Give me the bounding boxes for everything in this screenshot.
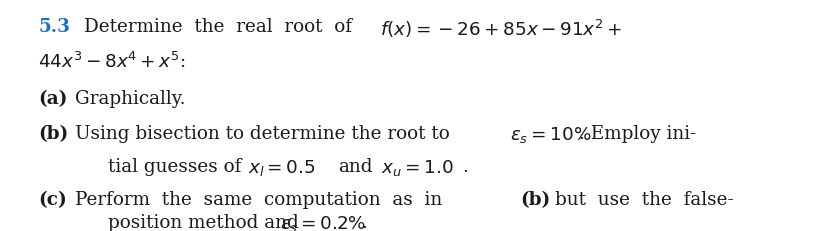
Text: $44x^3 - 8x^4 + x^5$:: $44x^3 - 8x^4 + x^5$:: [38, 52, 186, 72]
Text: .: .: [462, 157, 468, 175]
Text: tial guesses of: tial guesses of: [108, 157, 242, 175]
Text: $f(x) = -26 + 85x - 91x^2 +$: $f(x) = -26 + 85x - 91x^2 +$: [380, 18, 622, 40]
Text: (c): (c): [38, 190, 66, 208]
Text: $\varepsilon_s = 0.2\%$: $\varepsilon_s = 0.2\%$: [280, 213, 366, 231]
Text: Using bisection to determine the root to: Using bisection to determine the root to: [75, 125, 450, 142]
Text: . Employ ini-: . Employ ini-: [579, 125, 696, 142]
Text: Determine  the  real  root  of: Determine the real root of: [84, 18, 352, 36]
Text: Graphically.: Graphically.: [75, 90, 185, 108]
Text: (b): (b): [520, 190, 550, 208]
Text: (b): (b): [38, 125, 68, 142]
Text: position method and: position method and: [108, 213, 299, 231]
Text: .: .: [361, 213, 367, 231]
Text: $x_u = 1.0$: $x_u = 1.0$: [381, 157, 453, 177]
Text: 5.3: 5.3: [38, 18, 70, 36]
Text: and: and: [338, 157, 373, 175]
Text: (a): (a): [38, 90, 67, 108]
Text: Perform  the  same  computation  as  in: Perform the same computation as in: [75, 190, 442, 208]
Text: but  use  the  false-: but use the false-: [555, 190, 734, 208]
Text: $x_l = 0.5$: $x_l = 0.5$: [248, 157, 315, 177]
Text: $\varepsilon_s = 10\%$: $\varepsilon_s = 10\%$: [510, 125, 592, 144]
